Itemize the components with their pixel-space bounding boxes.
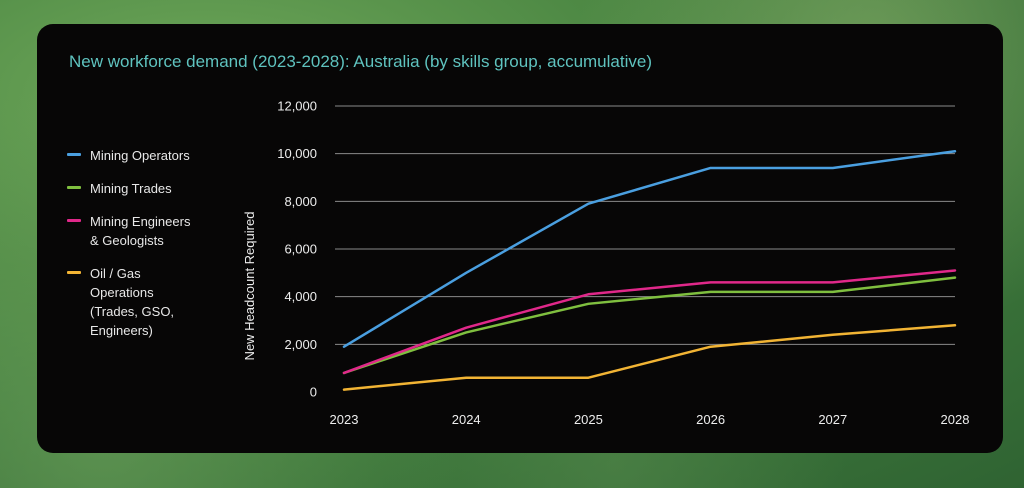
y-tick-label: 8,000	[284, 194, 317, 209]
legend-item-oil-gas: Oil / Gas Operations (Trades, GSO, Engin…	[67, 264, 267, 340]
y-tick-label: 2,000	[284, 337, 317, 352]
legend-item-mining-operators: Mining Operators	[67, 146, 267, 165]
x-tick-label-2028: 2028	[941, 412, 970, 427]
legend-label-mining-engineers: Mining Engineers & Geologists	[90, 214, 191, 248]
series-line-mining-engineers-geologists	[342, 269, 957, 375]
y-tick-label: 10,000	[277, 146, 317, 161]
x-axis-ticks: 2023 2024 2025 2026 2027 2028	[330, 412, 970, 427]
series-line-mining-trades	[342, 276, 957, 375]
series-line-oil-gas-operations-trades-gso-engineers	[342, 324, 957, 391]
legend-item-mining-trades: Mining Trades	[67, 179, 267, 198]
y-axis-label: New Headcount Required	[242, 212, 257, 361]
legend-swatch-mining-trades	[67, 186, 81, 189]
x-tick-label-2027: 2027	[818, 412, 847, 427]
legend: Mining Operators Mining Trades Mining En…	[67, 146, 267, 354]
chart-panel: New workforce demand (2023-2028): Austra…	[37, 24, 1003, 453]
y-axis-ticks: 0 2,000 4,000 6,000 8,000 10,000 12,000	[277, 99, 317, 400]
chart-title: New workforce demand (2023-2028): Austra…	[69, 52, 652, 71]
y-tick-label: 4,000	[284, 289, 317, 304]
legend-label-mining-trades: Mining Trades	[90, 181, 172, 196]
legend-swatch-mining-operators	[67, 153, 81, 156]
y-tick-label: 12,000	[277, 99, 317, 114]
gridlines	[335, 105, 955, 345]
legend-label-oil-gas: Oil / Gas Operations (Trades, GSO, Engin…	[90, 266, 175, 338]
legend-swatch-oil-gas	[67, 271, 81, 274]
x-tick-label-2026: 2026	[696, 412, 725, 427]
x-tick-label-2025: 2025	[574, 412, 603, 427]
x-tick-label-2024: 2024	[452, 412, 481, 427]
y-tick-label: 0	[310, 385, 317, 400]
legend-swatch-mining-engineers	[67, 219, 81, 222]
series-lines	[342, 150, 957, 391]
legend-label-mining-operators: Mining Operators	[90, 148, 190, 163]
legend-item-mining-engineers: Mining Engineers & Geologists	[67, 212, 267, 250]
x-tick-label-2023: 2023	[330, 412, 359, 427]
series-line-mining-operators	[342, 150, 957, 348]
y-tick-label: 6,000	[284, 242, 317, 257]
